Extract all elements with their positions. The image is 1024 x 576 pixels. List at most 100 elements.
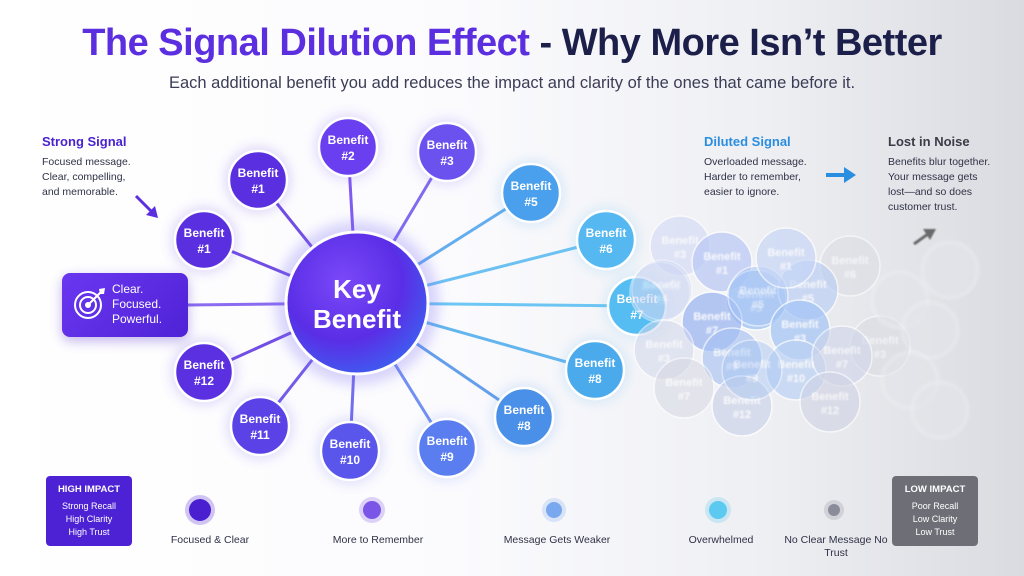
strong-signal-arrow: [134, 194, 158, 218]
benefit-node: [500, 162, 562, 224]
diluted-benefit-number: #3: [674, 249, 686, 261]
benefit-node: [227, 149, 289, 211]
benefit-node-word: Benefit: [184, 226, 225, 240]
diluted-benefit-bubble: Benefit #1: [629, 261, 691, 323]
key-benefit-line2: Benefit: [313, 304, 401, 334]
diluted-benefit-word: Benefit: [713, 347, 751, 359]
diluted-arrow-icon: [826, 167, 856, 183]
diluted-signal-line: easier to ignore.: [704, 186, 780, 198]
benefit-node-word: Benefit: [328, 133, 369, 147]
diluted-signal-heading: Diluted Signal: [704, 134, 791, 149]
diluted-benefit-word: Benefit: [811, 391, 849, 403]
benefit-node-word: Benefit: [575, 356, 616, 370]
key-benefit-line1: Key: [333, 274, 381, 304]
high-impact-badge: HIGH IMPACT Strong Recall High Clarity H…: [46, 476, 132, 546]
benefit-node-number: #1: [197, 242, 211, 256]
strong-signal-line: Focused message.: [42, 156, 131, 168]
low-impact-badge: LOW IMPACT Poor Recall Low Clarity Low T…: [892, 476, 978, 546]
pill-line: Clear.: [112, 282, 144, 296]
lost-noise-block: Lost in Noise Benefits blur together. Yo…: [888, 134, 990, 215]
strong-signal-heading: Strong Signal: [42, 134, 127, 149]
benefit-node: [229, 395, 291, 457]
low-impact-line: Low Trust: [915, 527, 955, 537]
benefit-node-word: Benefit: [511, 179, 552, 193]
benefit-node-number: #5: [524, 195, 538, 209]
diluted-benefit-number: #1: [654, 295, 666, 307]
diluted-benefit-number: #6: [844, 269, 856, 281]
stage-label: Overwhelmed: [688, 534, 754, 546]
diluted-benefit-number: #12: [821, 405, 839, 417]
clear-focused-pill: Clear. Focused. Powerful.: [62, 273, 188, 337]
stage-label: More to Remember: [332, 534, 424, 546]
timeline-dot: [828, 504, 840, 516]
lost-noise-arrow-icon: [913, 229, 936, 246]
diluted-benefit-word: Benefit: [733, 359, 771, 371]
benefit-node-number: #1: [251, 182, 265, 196]
diluted-benefit-word: Benefit: [645, 339, 683, 351]
benefit-node: [416, 121, 478, 183]
diluted-benefit-number: #7: [678, 391, 690, 403]
benefit-node-word: Benefit: [617, 292, 658, 306]
benefit-node: [493, 386, 555, 448]
benefit-node: [416, 417, 478, 479]
key-benefit-node: [284, 230, 430, 376]
benefit-node-number: #12: [194, 374, 214, 388]
benefit-node-number: #11: [250, 428, 270, 442]
pill-line: Powerful.: [112, 312, 163, 326]
diluted-benefit-word: Benefit: [777, 359, 815, 371]
diluted-benefit-word: Benefit: [643, 279, 681, 291]
title-part-1: The Signal Dilution Effect: [82, 22, 530, 64]
diluted-benefit-word: Benefit: [661, 235, 699, 247]
benefit-node: [173, 209, 235, 271]
noise-bubble: [921, 241, 979, 299]
diluted-benefit-word: Benefit: [739, 285, 777, 297]
diluted-benefit-number: #3: [874, 349, 886, 361]
diluted-signal-block: Diluted Signal Overloaded message. Harde…: [704, 134, 807, 200]
diluted-benefit-number: #3: [658, 353, 670, 365]
benefit-node: [564, 339, 626, 401]
benefit-node: [317, 116, 379, 178]
diluted-benefit-number: #5: [752, 299, 764, 311]
diluted-benefit-number: #10: [787, 373, 805, 385]
diluted-benefit-number: #7: [836, 359, 848, 371]
stage-label: Focused & Clear: [170, 534, 250, 546]
diluted-benefit-word: Benefit: [831, 255, 869, 267]
diluted-benefit-bubble: Benefit #4: [631, 259, 693, 321]
benefit-node-word: Benefit: [240, 412, 281, 426]
page-subtitle: Each additional benefit you add reduces …: [168, 74, 856, 92]
benefit-node-word: Benefit: [504, 403, 545, 417]
benefit-node-number: #9: [440, 450, 454, 464]
timeline-dot: [189, 499, 211, 521]
strong-signal-line: Clear, compelling,: [42, 171, 126, 183]
lost-noise-line: customer trust.: [888, 201, 958, 213]
diluted-benefit-word: Benefit: [703, 251, 741, 263]
stage-label: No Clear Message No Trust: [784, 534, 888, 559]
high-impact-line: High Clarity: [65, 514, 113, 524]
title-part-2: - Why More Isn’t Better: [529, 22, 942, 64]
low-impact-line: Poor Recall: [911, 501, 959, 511]
lost-noise-line: Your message gets: [888, 171, 978, 183]
diluted-benefit-word: Benefit: [665, 377, 703, 389]
noise-bubble: [901, 301, 959, 359]
lost-noise-heading: Lost in Noise: [888, 134, 970, 149]
diluted-benefit-number: #4: [656, 293, 669, 305]
benefit-node-word: Benefit: [586, 226, 627, 240]
benefit-node: [173, 341, 235, 403]
benefit-node-word: Benefit: [330, 437, 371, 451]
diluted-benefit-word: Benefit: [693, 311, 731, 323]
benefit-node: [575, 209, 637, 271]
benefit-node-word: Benefit: [238, 166, 279, 180]
diluted-benefit-number: #9: [746, 373, 758, 385]
diluted-benefit-word: Benefit: [767, 247, 805, 259]
benefit-node-word: Benefit: [427, 138, 468, 152]
diluted-benefit-word: Benefit: [823, 345, 861, 357]
strong-signal-block: Strong Signal Focused message. Clear, co…: [42, 134, 131, 200]
timeline-dot: [709, 501, 727, 519]
benefit-node: [319, 420, 381, 482]
diluted-benefit-bubble: Benefit #7: [653, 357, 715, 419]
diluted-benefit-number: #9: [726, 361, 738, 373]
benefit-node-number: #7: [630, 308, 644, 322]
benefit-node-number: #10: [340, 453, 360, 467]
diluted-benefit-bubble: Benefit #1: [755, 227, 817, 289]
diluted-benefit-bubble: Benefit #12: [711, 375, 773, 437]
